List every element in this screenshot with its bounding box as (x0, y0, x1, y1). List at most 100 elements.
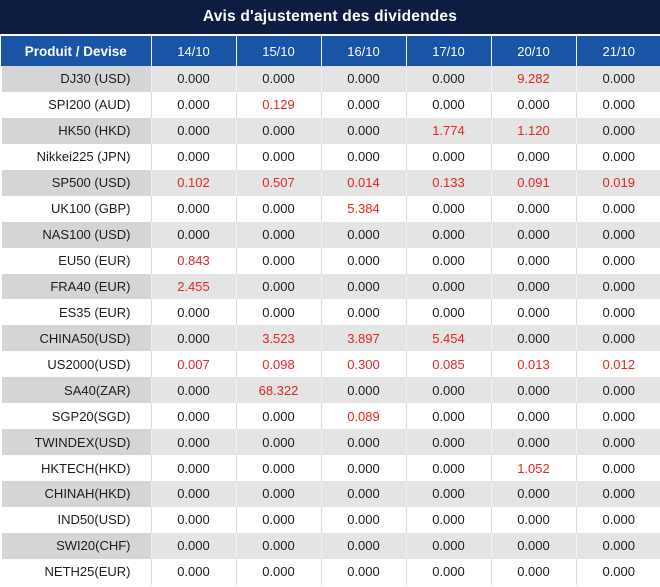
value-cell: 0.000 (320, 558, 406, 585)
value-cell: 0.300 (320, 351, 406, 378)
table-body: DJ30 (USD) 0.000 0.000 0.000 0.000 9.282 0.000… (0, 66, 660, 585)
value-cell: 0.000 (320, 455, 406, 481)
table-row: NETH25(EUR) 0.000 0.000 0.000 0.000 0.000 0.00… (0, 558, 660, 585)
value-cell: 0.000 (320, 299, 406, 326)
value-cell: 0.000 (320, 273, 406, 300)
value-cell: 0.000 (320, 481, 406, 507)
value-cell: 0.000 (405, 532, 491, 559)
column-header-date: 14/10 (150, 36, 236, 66)
value-cell: 0.091 (490, 169, 576, 196)
value-cell: 0.000 (490, 558, 576, 585)
value-cell: 5.454 (405, 325, 491, 352)
value-cell: 0.000 (575, 403, 660, 430)
value-cell: 0.000 (150, 481, 236, 507)
value-cell: 0.000 (150, 143, 236, 170)
column-header-date: 15/10 (235, 36, 321, 66)
value-cell: 0.000 (490, 325, 576, 352)
table-row: EU50 (EUR) 0.843 0.000 0.000 0.000 0.000 0.000 (0, 247, 660, 274)
page-title: Avis d'ajustement des dividendes (0, 0, 660, 36)
value-cell: 0.000 (235, 143, 321, 170)
table-row: SPI200 (AUD) 0.000 0.129 0.000 0.000 0.000 0.0… (0, 91, 660, 118)
value-cell: 0.000 (405, 91, 491, 118)
value-cell: 0.085 (405, 351, 491, 378)
value-cell: 0.000 (235, 429, 321, 456)
dividends-table: Produit / Devise 14/10 15/10 16/10 17/10… (0, 36, 660, 585)
table-row: TWINDEX(USD) 0.000 0.000 0.000 0.000 0.000 0.0… (0, 429, 660, 456)
product-cell: TWINDEX(USD) (0, 429, 151, 456)
value-cell: 0.000 (150, 558, 236, 585)
value-cell: 0.000 (150, 221, 236, 248)
value-cell: 0.129 (235, 91, 321, 118)
product-cell: SGP20(SGD) (0, 403, 151, 430)
value-cell: 0.000 (575, 506, 660, 533)
value-cell: 0.000 (405, 66, 491, 92)
column-header-date: 17/10 (405, 36, 491, 66)
value-cell: 1.052 (490, 455, 576, 481)
product-cell: DJ30 (USD) (0, 66, 151, 92)
value-cell: 0.000 (320, 143, 406, 170)
table-row: HKTECH(HKD) 0.000 0.000 0.000 0.000 1.052 0.00… (0, 455, 660, 481)
table-row: CHINA50(USD) 0.000 3.523 3.897 5.454 0.000 0.0… (0, 325, 660, 352)
value-cell: 0.000 (150, 455, 236, 481)
value-cell: 0.000 (575, 481, 660, 507)
value-cell: 0.000 (235, 273, 321, 300)
product-cell: FRA40 (EUR) (0, 273, 151, 300)
value-cell: 0.000 (150, 66, 236, 92)
value-cell: 68.322 (235, 377, 321, 404)
value-cell: 1.774 (405, 117, 491, 144)
product-cell: NAS100 (USD) (0, 221, 151, 248)
table-row: Nikkei225 (JPN) 0.000 0.000 0.000 0.000 0.000… (0, 143, 660, 170)
value-cell: 5.384 (320, 195, 406, 222)
value-cell: 0.000 (320, 66, 406, 92)
value-cell: 3.523 (235, 325, 321, 352)
table-row: NAS100 (USD) 0.000 0.000 0.000 0.000 0.000 0.0… (0, 221, 660, 248)
value-cell: 0.000 (490, 532, 576, 559)
value-cell: 1.120 (490, 117, 576, 144)
value-cell: 0.000 (490, 377, 576, 404)
value-cell: 0.000 (320, 247, 406, 274)
value-cell: 0.000 (150, 532, 236, 559)
value-cell: 0.000 (490, 403, 576, 430)
value-cell: 0.012 (575, 351, 660, 378)
value-cell: 0.000 (575, 429, 660, 456)
value-cell: 0.000 (150, 506, 236, 533)
table-row: UK100 (GBP) 0.000 0.000 5.384 0.000 0.000 0.00… (0, 195, 660, 222)
table-row: SGP20(SGD) 0.000 0.000 0.089 0.000 0.000 0.000 (0, 403, 660, 430)
value-cell: 0.000 (490, 195, 576, 222)
value-cell: 0.000 (320, 377, 406, 404)
value-cell: 0.000 (150, 195, 236, 222)
value-cell: 0.000 (405, 195, 491, 222)
value-cell: 0.013 (490, 351, 576, 378)
value-cell: 0.098 (235, 351, 321, 378)
value-cell: 0.000 (405, 455, 491, 481)
value-cell: 0.000 (235, 481, 321, 507)
value-cell: 0.000 (575, 532, 660, 559)
value-cell: 9.282 (490, 66, 576, 92)
value-cell: 0.000 (405, 247, 491, 274)
value-cell: 0.000 (235, 506, 321, 533)
value-cell: 0.000 (150, 299, 236, 326)
value-cell: 0.000 (490, 91, 576, 118)
value-cell: 0.000 (575, 455, 660, 481)
value-cell: 0.000 (575, 143, 660, 170)
column-header-date: 16/10 (320, 36, 406, 66)
value-cell: 0.000 (575, 325, 660, 352)
product-cell: EU50 (EUR) (0, 247, 151, 274)
value-cell: 0.000 (405, 429, 491, 456)
value-cell: 0.014 (320, 169, 406, 196)
value-cell: 0.000 (575, 299, 660, 326)
value-cell: 0.000 (150, 429, 236, 456)
value-cell: 0.000 (235, 455, 321, 481)
value-cell: 0.000 (320, 221, 406, 248)
value-cell: 0.000 (150, 403, 236, 430)
product-cell: SPI200 (AUD) (0, 91, 151, 118)
value-cell: 3.897 (320, 325, 406, 352)
value-cell: 2.455 (150, 273, 236, 300)
value-cell: 0.000 (575, 195, 660, 222)
table-row: ES35 (EUR) 0.000 0.000 0.000 0.000 0.000 0.000 (0, 299, 660, 326)
value-cell: 0.000 (405, 377, 491, 404)
product-cell: SWI20(CHF) (0, 532, 151, 559)
value-cell: 0.000 (490, 506, 576, 533)
value-cell: 0.000 (490, 273, 576, 300)
